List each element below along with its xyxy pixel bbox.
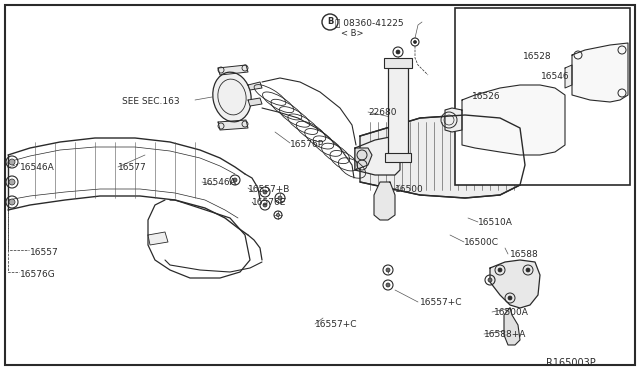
Circle shape	[9, 199, 15, 205]
Ellipse shape	[212, 72, 252, 122]
Circle shape	[498, 268, 502, 272]
Text: 16528: 16528	[523, 52, 552, 61]
Text: 16510A: 16510A	[478, 218, 513, 227]
Circle shape	[9, 159, 15, 165]
Polygon shape	[490, 260, 540, 308]
Polygon shape	[504, 308, 520, 345]
Circle shape	[386, 268, 390, 272]
Polygon shape	[360, 115, 525, 198]
Text: 22680: 22680	[368, 108, 397, 117]
Text: 16576P: 16576P	[290, 140, 324, 149]
Circle shape	[488, 278, 492, 282]
Polygon shape	[248, 82, 262, 90]
Circle shape	[526, 268, 530, 272]
Polygon shape	[572, 43, 628, 102]
Text: 16588: 16588	[510, 250, 539, 259]
Text: 16576E: 16576E	[252, 198, 286, 207]
Text: 16526: 16526	[472, 92, 500, 101]
Polygon shape	[462, 85, 565, 155]
Bar	[455, 8, 630, 185]
Text: 16500A: 16500A	[494, 308, 529, 317]
Polygon shape	[218, 65, 248, 75]
Text: 16576G: 16576G	[20, 270, 56, 279]
Text: 16577: 16577	[118, 163, 147, 172]
Circle shape	[276, 214, 280, 217]
Bar	[385, 153, 411, 162]
Polygon shape	[445, 108, 462, 132]
Bar	[384, 58, 412, 68]
Text: 16500: 16500	[395, 185, 424, 194]
Polygon shape	[248, 98, 262, 106]
Polygon shape	[565, 65, 572, 88]
Text: Ⓑ 08360-41225: Ⓑ 08360-41225	[335, 18, 404, 27]
Polygon shape	[374, 182, 395, 220]
Circle shape	[263, 203, 267, 207]
Circle shape	[413, 41, 417, 44]
Text: 16546: 16546	[541, 72, 570, 81]
Polygon shape	[355, 136, 400, 175]
Text: 16546A: 16546A	[20, 163, 55, 172]
Polygon shape	[148, 232, 168, 245]
Text: 16557+B: 16557+B	[248, 185, 291, 194]
Text: 16546A: 16546A	[202, 178, 237, 187]
Polygon shape	[218, 120, 248, 130]
Circle shape	[278, 196, 282, 200]
Text: 16588+A: 16588+A	[484, 330, 526, 339]
Text: 16557: 16557	[30, 248, 59, 257]
Circle shape	[396, 50, 400, 54]
Circle shape	[9, 179, 15, 185]
Text: 16557+C: 16557+C	[420, 298, 463, 307]
Text: 16557+C: 16557+C	[315, 320, 358, 329]
Text: R165003P: R165003P	[546, 358, 596, 368]
Text: < B>: < B>	[341, 29, 364, 38]
Circle shape	[263, 190, 267, 194]
Bar	[388, 62, 408, 155]
Circle shape	[233, 178, 237, 182]
Circle shape	[386, 283, 390, 287]
Circle shape	[508, 296, 512, 300]
Text: SEE SEC.163: SEE SEC.163	[122, 97, 180, 106]
Text: B: B	[327, 17, 333, 26]
Text: 16500C: 16500C	[464, 238, 499, 247]
Polygon shape	[355, 148, 372, 170]
